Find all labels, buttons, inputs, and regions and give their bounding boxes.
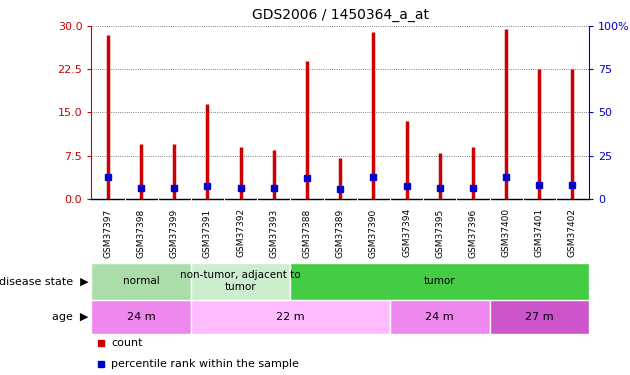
Text: GSM37394: GSM37394 <box>402 208 411 257</box>
Bar <box>91 300 191 334</box>
Text: 27 m: 27 m <box>525 312 554 322</box>
Text: 22 m: 22 m <box>276 312 305 322</box>
Text: percentile rank within the sample: percentile rank within the sample <box>112 359 299 369</box>
Bar <box>490 300 589 334</box>
Bar <box>390 300 490 334</box>
Bar <box>290 262 589 300</box>
Text: age  ▶: age ▶ <box>52 312 88 322</box>
Text: GSM37402: GSM37402 <box>568 208 577 257</box>
Text: non-tumor, adjacent to
tumor: non-tumor, adjacent to tumor <box>180 270 301 292</box>
Text: GSM37388: GSM37388 <box>302 208 311 258</box>
Bar <box>191 300 390 334</box>
Text: GSM37400: GSM37400 <box>501 208 510 257</box>
Title: GDS2006 / 1450364_a_at: GDS2006 / 1450364_a_at <box>252 9 428 22</box>
Text: GSM37393: GSM37393 <box>270 208 278 258</box>
Text: count: count <box>112 338 143 348</box>
Text: GSM37390: GSM37390 <box>369 208 378 258</box>
Text: GSM37395: GSM37395 <box>435 208 444 258</box>
Bar <box>191 262 290 300</box>
Text: GSM37389: GSM37389 <box>336 208 345 258</box>
Text: GSM37401: GSM37401 <box>535 208 544 257</box>
Text: disease state  ▶: disease state ▶ <box>0 276 88 286</box>
Text: GSM37392: GSM37392 <box>236 208 245 257</box>
Text: GSM37396: GSM37396 <box>469 208 478 258</box>
Text: normal: normal <box>123 276 159 286</box>
Bar <box>91 262 191 300</box>
Text: GSM37397: GSM37397 <box>103 208 112 258</box>
Text: 24 m: 24 m <box>127 312 156 322</box>
Text: tumor: tumor <box>424 276 455 286</box>
Text: 24 m: 24 m <box>425 312 454 322</box>
Text: GSM37398: GSM37398 <box>137 208 146 258</box>
Text: GSM37399: GSM37399 <box>170 208 179 258</box>
Text: GSM37391: GSM37391 <box>203 208 212 258</box>
